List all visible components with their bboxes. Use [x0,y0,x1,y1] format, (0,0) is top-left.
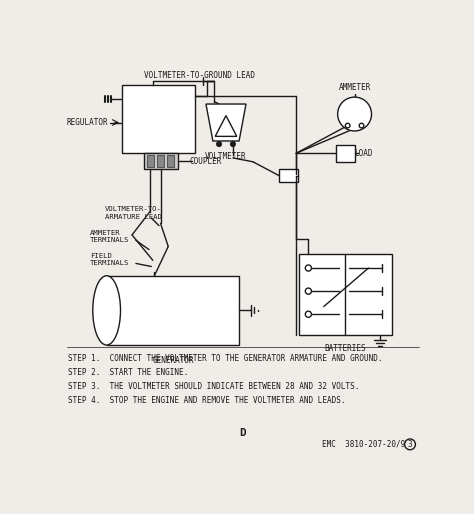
Circle shape [217,142,221,146]
Text: ARMATURE LEAD: ARMATURE LEAD [105,214,162,220]
Circle shape [305,265,311,271]
Bar [122,85,195,153]
Ellipse shape [93,276,120,345]
Circle shape [305,288,311,294]
Text: 3: 3 [408,440,412,449]
Text: COUPLER: COUPLER [189,156,221,166]
Text: STEP 3.  THE VOLTMETER SHOULD INDICATE BETWEEN 28 AND 32 VOLTS.: STEP 3. THE VOLTMETER SHOULD INDICATE BE… [68,382,359,391]
Text: EMC  3810-207-20/9: EMC 3810-207-20/9 [322,440,405,449]
Bar [167,155,174,167]
Bar [147,155,155,167]
Circle shape [305,311,311,317]
Text: TERMINALS: TERMINALS [90,260,129,266]
Text: D: D [239,428,246,438]
Text: AMMETER: AMMETER [338,83,371,93]
Polygon shape [206,104,246,141]
Text: STEP 2.  START THE ENGINE.: STEP 2. START THE ENGINE. [68,368,188,377]
Bar [157,155,164,167]
Text: REGULATOR: REGULATOR [66,118,108,127]
Bar [299,254,392,335]
Bar [279,170,298,182]
Text: STEP 4.  STOP THE ENGINE AND REMOVE THE VOLTMETER AND LEADS.: STEP 4. STOP THE ENGINE AND REMOVE THE V… [68,396,346,405]
Text: GENERATOR: GENERATOR [153,356,194,365]
Text: TERMINALS: TERMINALS [90,237,129,243]
Text: VOLTMETER: VOLTMETER [205,152,247,161]
Text: FIELD: FIELD [90,253,111,259]
Text: BATTERIES: BATTERIES [325,344,366,353]
Text: VOLTMETER-TO-GROUND LEAD: VOLTMETER-TO-GROUND LEAD [144,71,255,80]
Text: AMMETER: AMMETER [90,230,120,235]
Circle shape [231,142,235,146]
Text: LOAD: LOAD [355,149,373,158]
Text: VOLTMETER-TO-: VOLTMETER-TO- [105,207,162,212]
Circle shape [337,97,372,131]
Text: STEP 1.  CONNECT THE VOLTMETER TO THE GENERATOR ARMATURE AND GROUND.: STEP 1. CONNECT THE VOLTMETER TO THE GEN… [68,354,383,363]
Bar [107,276,239,345]
Bar [144,153,178,170]
Bar [336,145,355,162]
Circle shape [346,123,350,128]
Circle shape [359,123,364,128]
